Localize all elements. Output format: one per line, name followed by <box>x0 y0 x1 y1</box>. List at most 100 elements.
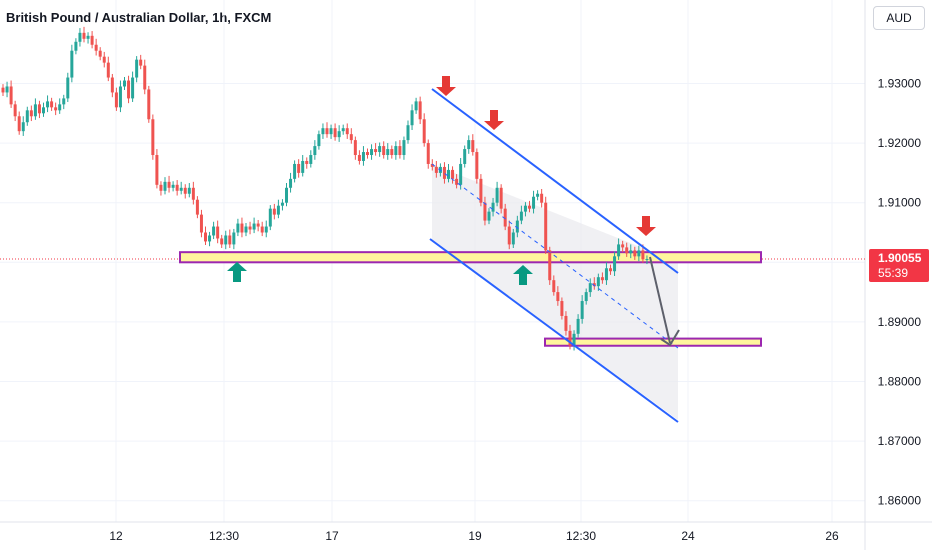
candle-body <box>588 283 592 293</box>
last-price-badge-bg <box>869 249 929 283</box>
candle-body <box>475 152 479 179</box>
candle-body <box>276 205 280 215</box>
candle-body <box>127 80 131 99</box>
candle-body <box>175 184 179 191</box>
candle-body <box>167 181 171 188</box>
candle-body <box>46 101 50 108</box>
candle-body <box>600 277 604 281</box>
candle-body <box>313 146 317 156</box>
candle-body <box>592 283 596 287</box>
candle-body <box>414 101 418 111</box>
candle-body <box>171 184 175 188</box>
projection-arrow-line <box>649 256 671 344</box>
candle-body <box>179 187 183 191</box>
candle-body <box>584 292 588 302</box>
candle-body <box>187 187 191 194</box>
candle-body <box>467 140 471 150</box>
candle-body <box>244 226 248 233</box>
candle-body <box>240 223 244 233</box>
candle-body <box>552 280 556 293</box>
candle-body <box>507 226 511 245</box>
y-tick-label: 1.89000 <box>878 315 922 329</box>
candle-body <box>528 205 531 209</box>
candle-body <box>151 119 155 156</box>
time-axis: 12 12:30 17 19 12:30 24 26 <box>109 529 839 543</box>
candle-body <box>248 226 252 230</box>
candle-body <box>329 128 333 135</box>
candle-body <box>609 268 612 272</box>
candle-body <box>572 333 576 346</box>
candle-body <box>321 128 325 135</box>
x-tick-label: 17 <box>325 529 339 543</box>
candle-body <box>410 110 414 126</box>
candle-body <box>147 89 151 120</box>
candle-body <box>183 187 187 194</box>
candle-body <box>123 80 126 87</box>
candle-body <box>406 125 410 141</box>
x-tick-label: 26 <box>825 529 839 543</box>
candle-body <box>260 226 264 233</box>
candle-body <box>560 301 564 316</box>
candle-body <box>523 205 527 212</box>
x-tick-label: 12:30 <box>566 529 596 543</box>
candle-body <box>106 62 110 78</box>
channel-upper-line <box>431 88 679 274</box>
candle-body <box>102 56 106 63</box>
candle-body <box>625 247 629 254</box>
candle-body <box>617 244 621 257</box>
candle-body <box>317 134 321 147</box>
candle-body <box>633 250 637 257</box>
candle-body <box>208 235 212 242</box>
last-price-badge: 1.90055 55:39 <box>869 249 929 283</box>
candle-body <box>21 122 25 132</box>
candle-body <box>621 244 625 248</box>
candle-body <box>33 104 37 117</box>
price-axis: 1.930001.920001.910001.900001.890001.880… <box>878 77 922 508</box>
candle-body <box>629 250 633 254</box>
candle-body <box>596 277 600 287</box>
candle-body <box>50 101 54 108</box>
candle-body <box>532 196 536 209</box>
candle-body <box>459 163 463 185</box>
candle-body <box>394 146 398 156</box>
candle-body <box>455 178 459 185</box>
candle-body <box>386 149 390 156</box>
candle-body <box>228 235 232 245</box>
candle-body <box>382 146 386 156</box>
candle-body <box>487 211 491 221</box>
y-tick-label: 1.87000 <box>878 434 922 448</box>
chart-title: British Pound / Australian Dollar, 1h, F… <box>6 10 272 25</box>
currency-button[interactable]: AUD <box>873 6 925 30</box>
candle-body <box>645 259 649 261</box>
candle-body <box>25 110 29 123</box>
candle-body <box>564 315 568 331</box>
candle-body <box>90 35 94 45</box>
down-arrow-marker <box>484 110 504 130</box>
up-arrow-marker <box>227 262 247 282</box>
candle-body <box>94 44 98 51</box>
candle-body <box>297 163 301 173</box>
candle-body <box>163 181 167 191</box>
candle-body <box>325 128 329 135</box>
candle-body <box>5 86 9 93</box>
candle-body <box>118 86 122 108</box>
candle-body <box>337 131 341 138</box>
candle-body <box>82 32 86 39</box>
candle-body <box>471 140 475 153</box>
candle-body <box>447 169 450 179</box>
candle-body <box>13 104 17 117</box>
candle-body <box>370 149 374 156</box>
candle-body <box>483 202 487 221</box>
candle-body <box>544 202 548 251</box>
y-tick-label: 1.92000 <box>878 136 922 150</box>
candle-body <box>641 250 645 260</box>
channel-lower-line <box>429 238 679 423</box>
candle-body <box>70 50 74 78</box>
candle-body <box>110 77 114 93</box>
candle-body <box>366 152 369 156</box>
candle-body <box>280 202 284 206</box>
candle-body <box>216 226 220 239</box>
candle-body <box>353 140 357 156</box>
